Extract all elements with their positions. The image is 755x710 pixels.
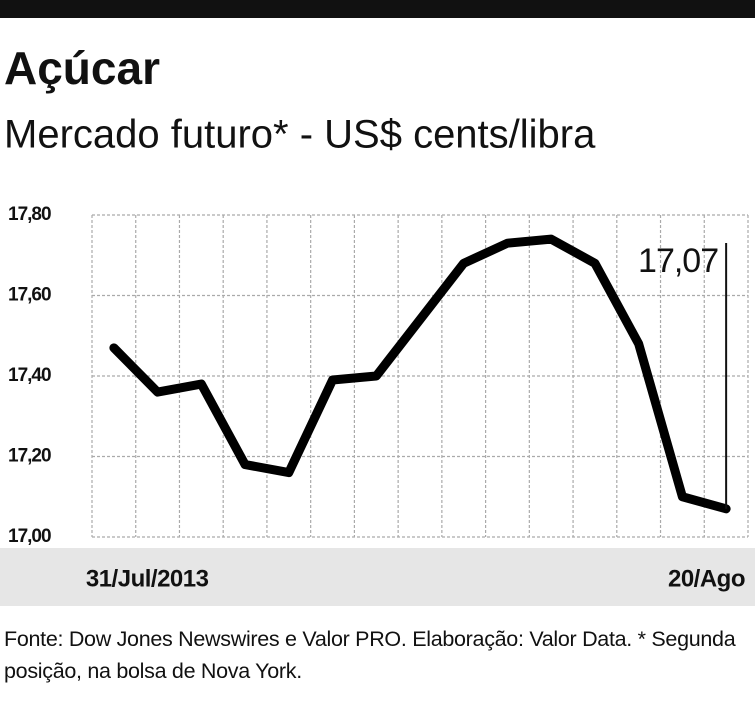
value-label: 17,07: [638, 242, 718, 280]
chart-subtitle: Mercado futuro* - US$ cents/libra: [4, 113, 596, 157]
chart-title: Açúcar: [4, 42, 160, 94]
top-bar: [0, 0, 755, 18]
x-axis-band: [0, 548, 755, 606]
x-tick-label: 20/Ago: [668, 565, 745, 592]
y-tick-label: 17,00: [8, 526, 51, 547]
y-tick-label: 17,80: [8, 204, 51, 225]
y-tick-label: 17,20: [8, 446, 51, 467]
footnote: Fonte: Dow Jones Newswires e Valor PRO. …: [4, 627, 736, 683]
x-tick-label: 31/Jul/2013: [86, 565, 209, 592]
y-tick-label: 17,60: [8, 285, 51, 306]
y-tick-label: 17,40: [8, 365, 51, 386]
line: [109, 234, 731, 514]
chart: Açúcar Mercado futuro* - US$ cents/libra…: [0, 0, 755, 606]
